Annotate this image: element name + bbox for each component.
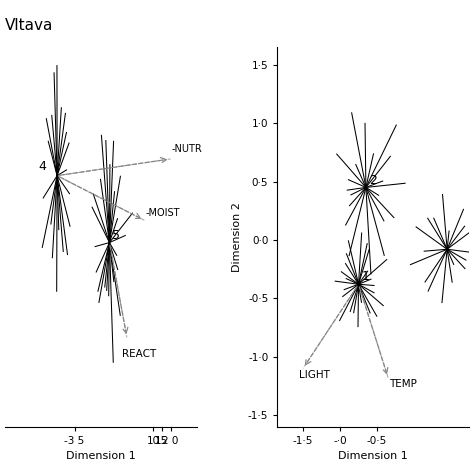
Text: 2: 2: [369, 174, 377, 187]
Text: REACT: REACT: [122, 349, 156, 359]
X-axis label: Dimension 1: Dimension 1: [338, 451, 408, 461]
Text: Vltava: Vltava: [5, 18, 53, 33]
Text: TEMP: TEMP: [390, 379, 418, 389]
Text: 1: 1: [362, 270, 369, 283]
Text: -NUTR: -NUTR: [172, 144, 203, 154]
Text: LIGHT: LIGHT: [300, 370, 330, 380]
Y-axis label: Dimension 2: Dimension 2: [232, 202, 242, 272]
Text: -MOIST: -MOIST: [146, 208, 180, 218]
Text: 4: 4: [38, 160, 46, 173]
X-axis label: Dimension 1: Dimension 1: [66, 451, 136, 461]
Text: 5: 5: [111, 229, 119, 242]
